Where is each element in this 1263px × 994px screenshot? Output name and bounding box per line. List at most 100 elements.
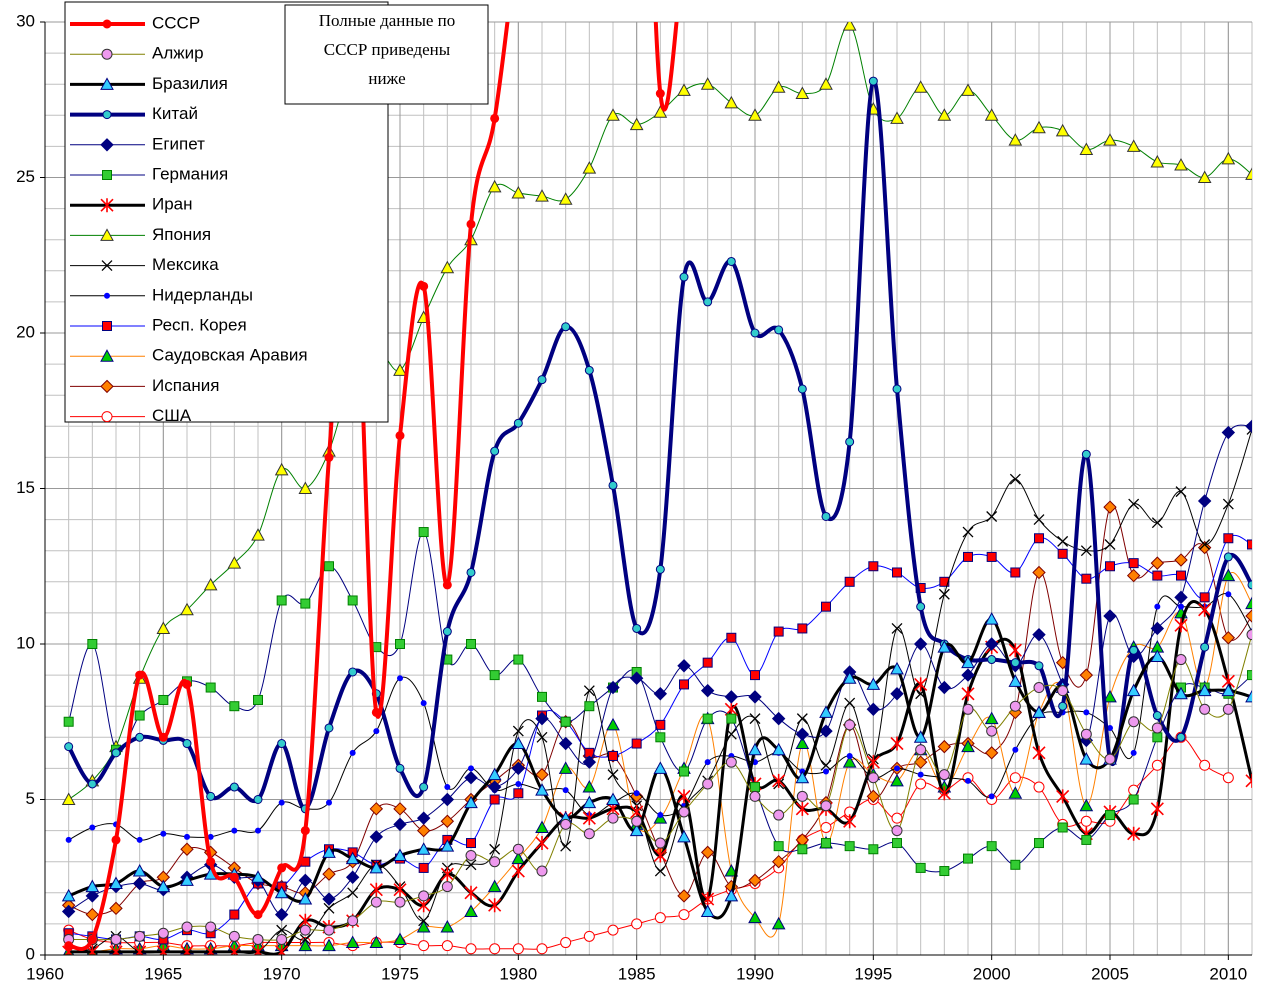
marker [1150,621,1165,636]
marker [89,824,96,831]
marker [393,882,407,897]
marker [891,825,903,837]
marker [1083,709,1090,716]
marker [1247,670,1252,681]
marker [892,384,902,394]
marker [1057,685,1069,697]
annotation: Полные данные по СССР приведены ниже [284,4,489,105]
marker [866,677,881,690]
marker [231,827,238,834]
marker [700,77,715,90]
marker [158,732,168,742]
marker [253,910,263,920]
marker [1079,142,1094,156]
marker [535,783,549,796]
marker [1128,716,1140,728]
marker [1129,645,1139,655]
marker [653,761,668,774]
marker [1174,686,1188,700]
marker [1221,151,1236,165]
marker [349,749,356,756]
marker [962,703,974,715]
marker [820,821,832,833]
marker [915,862,926,873]
marker [419,782,429,792]
marker [913,730,928,743]
marker [1032,120,1046,134]
marker [657,812,664,819]
legend-label: Япония [152,225,211,244]
legend-marker [100,138,114,152]
marker [1152,711,1162,721]
marker [772,773,786,788]
marker [326,799,332,806]
marker [653,848,667,863]
marker [416,919,431,933]
legend-label: Респ. Корея [152,315,247,334]
legend-label: Мексика [152,255,219,274]
marker [132,863,147,877]
marker [891,622,903,634]
marker [1008,674,1023,687]
marker [182,739,192,749]
marker [251,944,265,955]
marker [347,595,358,606]
marker [347,887,359,899]
marker [771,854,786,869]
marker [275,944,289,955]
marker [820,800,832,812]
marker [513,418,523,428]
marker [1197,170,1212,183]
x-tick-label: 1985 [618,964,656,983]
marker [748,910,762,924]
marker [984,108,999,121]
legend-marker [100,349,114,362]
y-tick-label: 10 [16,633,35,652]
marker [488,898,502,913]
marker [1245,773,1252,788]
marker [914,677,928,692]
marker [1199,539,1211,550]
marker [1197,540,1212,555]
marker [511,186,526,199]
marker [536,865,548,877]
series [64,22,679,951]
marker [795,736,810,750]
marker [843,814,857,829]
marker [255,827,261,834]
marker [487,179,502,193]
marker [535,836,549,851]
marker [558,761,573,774]
marker [1197,683,1212,697]
marker [420,700,427,707]
marker [890,773,904,787]
marker [300,598,311,609]
marker [393,932,407,945]
marker [1057,822,1068,833]
legend-label: Испания [152,376,219,395]
marker [938,588,950,600]
marker [135,670,145,680]
marker [1105,810,1115,821]
marker [1010,567,1021,578]
marker [750,782,760,793]
marker [512,725,524,737]
marker [1151,517,1163,529]
marker [111,748,121,758]
marker [1151,759,1163,771]
marker [606,792,620,805]
marker [892,838,902,849]
x-tick-label: 1970 [263,964,301,983]
marker [206,857,216,867]
marker [393,363,407,376]
marker [397,675,403,682]
marker [963,551,973,562]
marker [180,873,194,886]
marker [844,697,856,709]
marker [1152,570,1163,581]
marker [416,811,431,825]
marker [345,935,360,949]
legend-label: Алжир [152,44,204,63]
marker [704,759,711,766]
marker [110,933,122,945]
